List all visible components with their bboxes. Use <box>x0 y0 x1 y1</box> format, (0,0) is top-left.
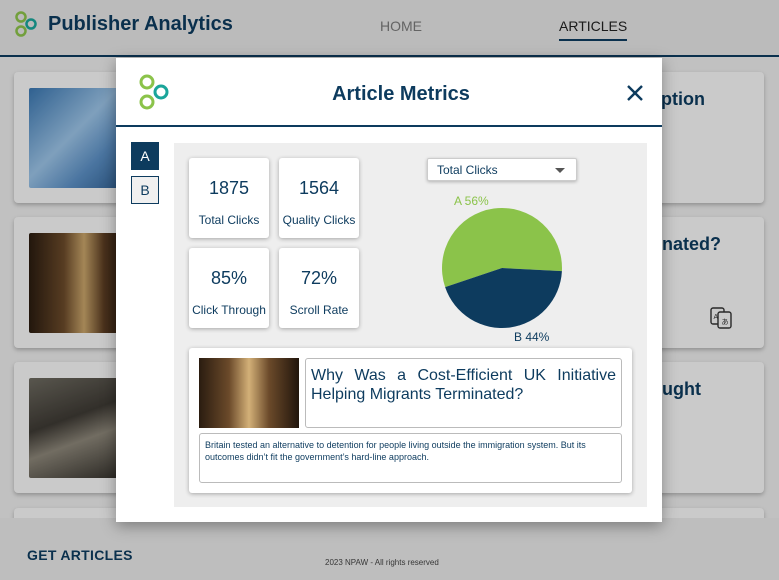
article-thumbnail <box>29 233 129 333</box>
article-thumbnail <box>29 88 129 188</box>
pie-label-a: A 56% <box>454 194 489 208</box>
article-preview-card: Why Was a Cost-Efficient UK Initiative H… <box>189 348 632 493</box>
metric-value: 72% <box>300 268 338 288</box>
translate-icon[interactable]: A あ <box>709 306 733 330</box>
brand[interactable]: Publisher Analytics <box>12 10 233 38</box>
metric-label: Quality Clicks <box>282 213 356 227</box>
pie-slice-a <box>442 208 562 288</box>
article-metrics-modal: Article Metrics A B 1875 Total Clicks 15… <box>116 58 662 522</box>
top-navigation-bar: Publisher Analytics HOME ARTICLES <box>0 0 779 57</box>
metric-label: Click Through <box>192 303 266 317</box>
metric-value: 1875 <box>208 178 250 198</box>
article-description: Britain tested an alternative to detenti… <box>199 433 622 483</box>
metric-card-total-clicks: 1875 Total Clicks <box>189 158 269 238</box>
article-thumbnail <box>29 378 129 478</box>
copyright-text: 2023 NPAW - All rights reserved <box>325 558 439 567</box>
metric-value: 1564 <box>298 178 340 198</box>
metric-select-value: Total Clicks <box>437 163 498 177</box>
pie-label-b: B 44% <box>514 330 550 344</box>
metric-value: 85% <box>210 268 248 288</box>
metric-card-click-through: 85% Click Through <box>189 248 269 328</box>
article-title: Why Was a Cost-Efficient UK Initiative H… <box>305 358 622 428</box>
svg-text:あ: あ <box>722 318 729 326</box>
svg-text:A: A <box>714 314 719 321</box>
metric-card-quality-clicks: 1564 Quality Clicks <box>279 158 359 238</box>
get-articles-button[interactable]: GET ARTICLES <box>27 547 133 563</box>
modal-header: Article Metrics <box>116 58 662 127</box>
article-thumbnail <box>199 358 299 428</box>
chevron-down-icon <box>555 168 565 173</box>
variant-tab-a[interactable]: A <box>131 142 159 170</box>
metric-card-scroll-rate: 72% Scroll Rate <box>279 248 359 328</box>
nav-home[interactable]: HOME <box>380 18 422 34</box>
clicks-pie-chart <box>442 208 562 329</box>
app-title: Publisher Analytics <box>48 12 233 35</box>
pie-slice-b <box>445 268 562 329</box>
metric-select[interactable]: Total Clicks <box>427 158 577 181</box>
variant-tab-b[interactable]: B <box>131 176 159 204</box>
close-icon[interactable] <box>624 82 646 104</box>
metrics-panel: 1875 Total Clicks 1564 Quality Clicks 85… <box>174 143 647 507</box>
logo-icon <box>139 74 169 110</box>
modal-title: Article Metrics <box>332 83 470 105</box>
nav-articles[interactable]: ARTICLES <box>559 18 628 41</box>
footer <box>0 518 779 580</box>
logo-icon <box>15 11 37 37</box>
metric-label: Scroll Rate <box>289 303 349 317</box>
metric-label: Total Clicks <box>198 213 260 227</box>
